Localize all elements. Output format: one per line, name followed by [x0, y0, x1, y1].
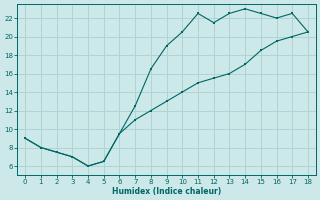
- X-axis label: Humidex (Indice chaleur): Humidex (Indice chaleur): [112, 187, 221, 196]
